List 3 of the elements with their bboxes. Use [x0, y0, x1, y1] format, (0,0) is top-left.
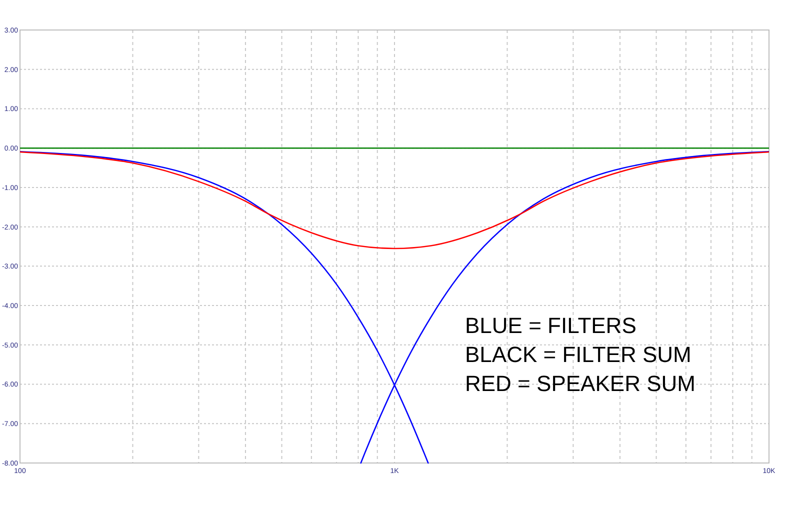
annotation: BLUE = FILTERS: [465, 313, 636, 338]
annotation: RED = SPEAKER SUM: [465, 371, 696, 396]
annotation: BLACK = FILTER SUM: [465, 342, 692, 367]
